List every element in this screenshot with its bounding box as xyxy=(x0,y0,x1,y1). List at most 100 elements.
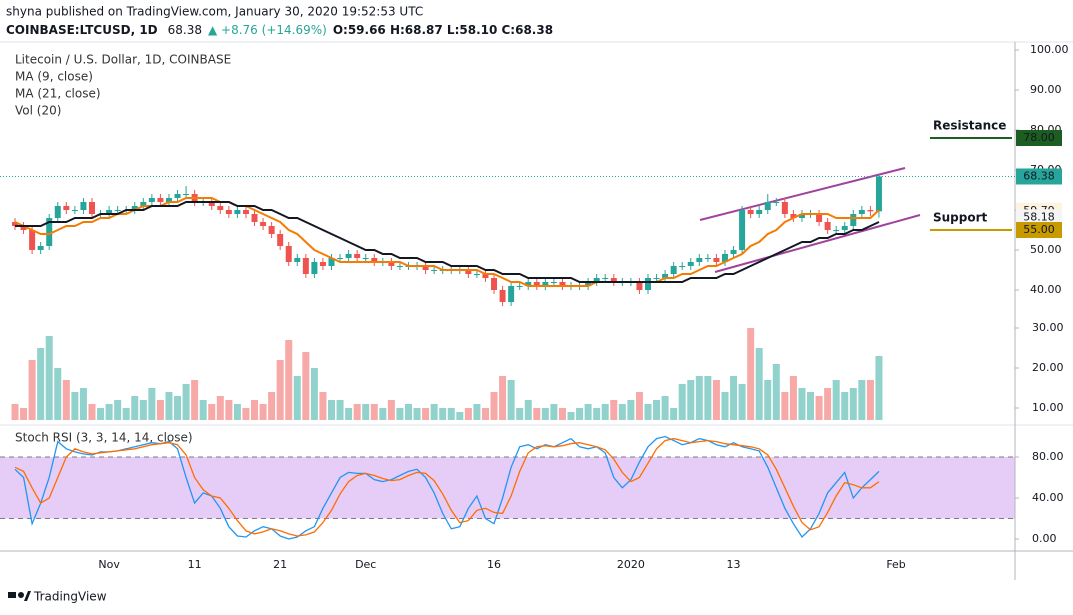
ma-line xyxy=(15,201,880,283)
candle-body xyxy=(37,246,44,250)
volume-bar xyxy=(507,380,515,420)
volume-bar xyxy=(28,360,36,420)
y-tick-label: 40.00 xyxy=(1030,283,1062,296)
volume-bar xyxy=(781,392,789,420)
candle-body xyxy=(687,262,694,266)
oscillator-band xyxy=(0,457,1015,519)
volume-bar xyxy=(225,400,233,420)
candle-body xyxy=(816,214,823,222)
publisher: shyna published on TradingView.com, Janu… xyxy=(6,5,423,19)
candle-body xyxy=(12,222,18,226)
volume-bar xyxy=(88,404,96,420)
price-label-box xyxy=(1016,130,1062,146)
oscillator-legend: Stoch RSI (3, 3, 14, 14, close) xyxy=(15,431,193,445)
x-tick-label: 16 xyxy=(487,558,501,571)
volume-bar xyxy=(285,340,293,420)
symbol: COINBASE:LTCUSD, 1D xyxy=(6,23,158,37)
volume-bar xyxy=(362,404,370,420)
price-label-box xyxy=(1016,222,1062,238)
volume-bar xyxy=(54,368,62,420)
chart-title: Litecoin / U.S. Dollar, 1D, COINBASE xyxy=(15,53,231,67)
volume-bar xyxy=(499,376,507,420)
candle-body xyxy=(46,218,53,246)
volume-bar xyxy=(661,396,669,420)
volume-bar xyxy=(139,400,147,420)
change: ▲ +8.76 (+14.69%) xyxy=(208,23,327,37)
volume-bar xyxy=(114,400,122,420)
y-tick-label: 100.00 xyxy=(1030,43,1069,56)
volume-bar xyxy=(97,408,105,420)
volume-bar xyxy=(653,400,661,420)
x-tick-label: 13 xyxy=(727,558,741,571)
oscillator-line xyxy=(14,437,880,537)
volume-bar xyxy=(310,368,318,420)
candle-body xyxy=(285,246,292,262)
candle-body xyxy=(764,202,771,210)
volume-bar xyxy=(45,336,53,420)
candle-body xyxy=(790,214,797,218)
candle-body xyxy=(174,194,181,198)
candle-body xyxy=(354,254,361,258)
candle-body xyxy=(20,226,27,230)
candle-body xyxy=(183,194,190,195)
candle-body xyxy=(824,222,831,230)
candle-body xyxy=(294,258,301,262)
brand: TradingView xyxy=(33,590,107,604)
volume-bar xyxy=(79,388,87,420)
x-tick-label: 21 xyxy=(273,558,287,571)
volume-bar xyxy=(131,396,139,420)
candle-body xyxy=(499,290,506,302)
x-tick-label: Nov xyxy=(98,558,120,571)
candle-body xyxy=(550,282,557,283)
volume-bar xyxy=(738,384,746,420)
price-label: 68.38 xyxy=(1023,169,1055,182)
volume-bar xyxy=(473,404,481,420)
candle-body xyxy=(277,234,284,246)
volume-bar xyxy=(71,392,79,420)
volume-bar xyxy=(268,392,276,420)
volume-bar xyxy=(370,404,378,420)
volume-bar xyxy=(353,404,361,420)
candle-body xyxy=(71,210,78,211)
candle-body xyxy=(114,210,121,211)
volume-bar xyxy=(379,408,387,420)
candle-body xyxy=(302,258,309,274)
volume-bar xyxy=(593,408,601,420)
volume-bar xyxy=(764,380,772,420)
candle-body xyxy=(319,262,326,266)
candle-body xyxy=(850,214,857,226)
candle-body xyxy=(208,202,215,206)
price-label: 55.00 xyxy=(1023,223,1055,236)
volume-bar xyxy=(704,376,712,420)
candle-body xyxy=(473,274,480,275)
candle-body xyxy=(345,254,352,258)
volume-bar xyxy=(849,388,857,420)
x-tick-label: 11 xyxy=(188,558,202,571)
candle-body xyxy=(653,278,660,279)
volume-bar xyxy=(20,408,28,420)
candle-body xyxy=(311,262,318,274)
volume-bar xyxy=(447,408,455,420)
candle-body xyxy=(542,282,549,286)
volume-bar xyxy=(37,348,45,420)
channel-line xyxy=(714,214,921,273)
candle-body xyxy=(533,282,540,286)
volume-bar xyxy=(148,388,156,420)
candle-body xyxy=(268,226,275,234)
candle-body xyxy=(739,210,746,250)
volume-bar xyxy=(695,376,703,420)
volume-bar xyxy=(747,328,755,420)
candle-body xyxy=(140,202,147,206)
background-layer xyxy=(0,456,1015,520)
ma-legend: MA (21, close) xyxy=(15,87,101,101)
candle-body xyxy=(80,202,87,210)
volume-bar xyxy=(156,400,164,420)
oscillator-tick-label: 80.00 xyxy=(1032,450,1064,463)
oscillator-tick-label: 40.00 xyxy=(1032,491,1064,504)
volume-bar xyxy=(327,400,335,420)
oscillator-tick-label: 0.00 xyxy=(1032,532,1057,545)
quote-line: COINBASE:LTCUSD, 1D 68.38 ▲ +8.76 (+14.69%… xyxy=(6,23,553,37)
candle-body xyxy=(337,258,344,259)
volume-bar xyxy=(712,380,720,420)
